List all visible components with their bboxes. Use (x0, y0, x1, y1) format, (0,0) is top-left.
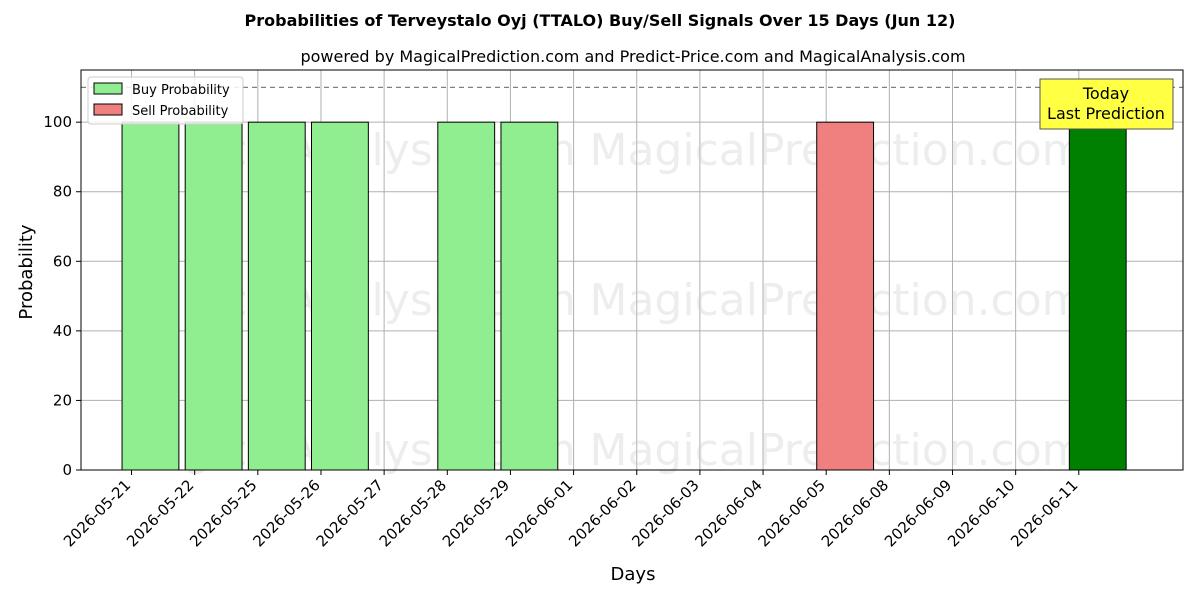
x-tick-label: 2026-06-01 (502, 476, 576, 550)
y-axis-label: Probability (16, 224, 37, 319)
buy-bar (311, 121, 369, 471)
sell-bar (816, 121, 875, 471)
x-tick-label: 2026-05-28 (376, 476, 450, 550)
y-tick-label: 0 (62, 461, 72, 479)
buy-bar (500, 121, 559, 471)
legend-box (87, 76, 244, 125)
y-tick-label: 100 (43, 113, 72, 131)
buy-bar (121, 121, 180, 471)
x-tick-label: 2026-05-22 (123, 476, 197, 550)
x-tick-label: 2026-06-10 (944, 476, 1018, 550)
x-tick-label: 2026-05-27 (313, 476, 387, 550)
x-tick-label: 2026-05-26 (249, 476, 323, 550)
x-tick-label: 2026-06-02 (565, 476, 639, 550)
today-bar (1068, 121, 1127, 471)
x-tick-label: 2026-06-03 (628, 476, 702, 550)
y-tick-label: 60 (53, 252, 72, 270)
buy-bar (247, 121, 306, 471)
chart-title: Probabilities of Terveystalo Oyj (TTALO)… (245, 11, 956, 30)
buy-legend-label: Buy Probability (132, 83, 230, 98)
x-tick-label: 2026-05-29 (439, 476, 513, 550)
chart-subtitle: powered by MagicalPrediction.com and Pre… (300, 47, 965, 66)
plot-frame (80, 69, 1184, 471)
x-tick-label: 2026-05-25 (186, 476, 260, 550)
sell-legend-swatch (93, 103, 123, 116)
annotation-box (1039, 78, 1174, 130)
buy-legend-swatch (93, 82, 123, 95)
y-tick-label: 20 (53, 391, 72, 409)
x-tick-label: 2026-06-05 (755, 476, 829, 550)
y-tick-label: 40 (53, 322, 72, 340)
legend: Buy Probability Sell Probability (87, 76, 244, 125)
buy-bar (437, 121, 496, 471)
x-tick-label: 2026-05-21 (60, 476, 134, 550)
x-tick-label: 2026-06-04 (691, 476, 765, 550)
y-tick-label: 80 (53, 183, 72, 201)
buy-bar (184, 121, 243, 471)
x-tick-label: 2026-06-08 (818, 476, 892, 550)
sell-legend-label: Sell Probability (132, 104, 229, 119)
x-tick-label: 2026-06-09 (881, 476, 955, 550)
plot-area: MagicalAnalysis.comMagicalPrediction.com… (43, 69, 1184, 550)
annotation-text: Last Prediction (1047, 104, 1165, 123)
x-tick-label: 2026-06-11 (1007, 476, 1081, 550)
annotation-text: Today (1082, 84, 1129, 103)
x-axis-label: Days (611, 564, 656, 585)
